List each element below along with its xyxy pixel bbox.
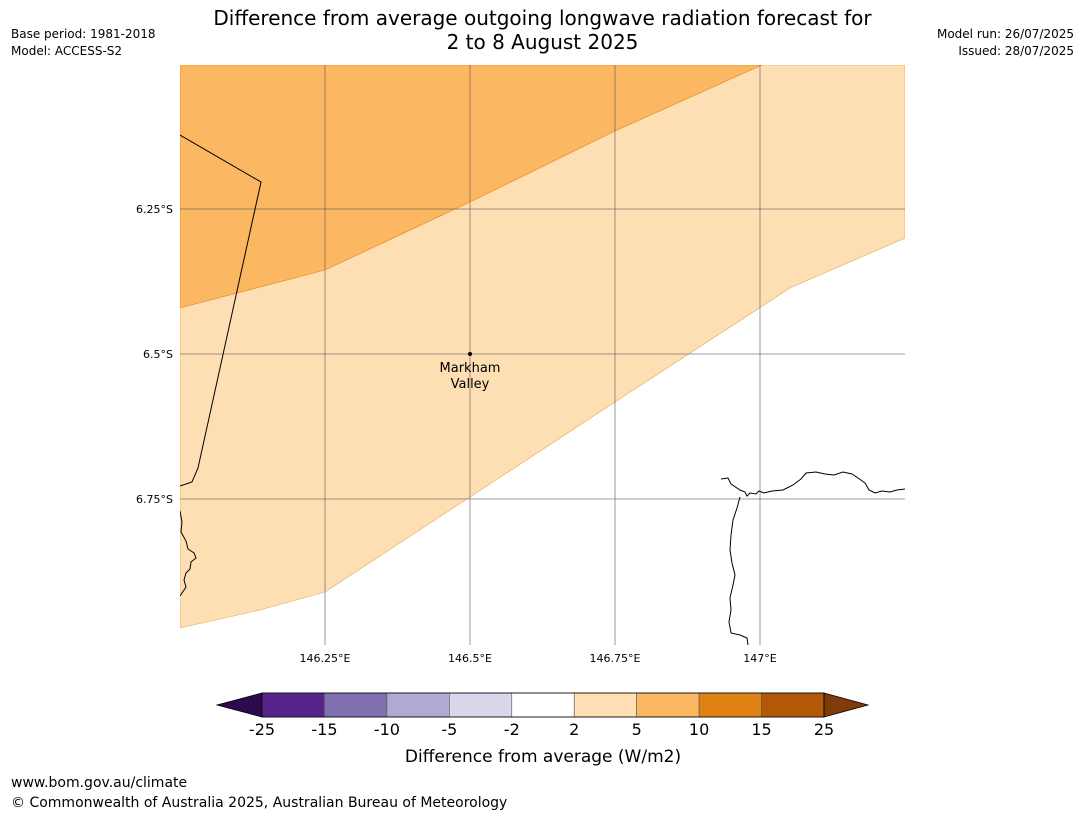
title-line-1: Difference from average outgoing longwav… (213, 6, 872, 30)
colorbar-title: Difference from average (W/m2) (405, 747, 681, 767)
colorbar-segment (698, 692, 762, 718)
colorbar-tick-labels: -25 -15 -10 -5 -2 2 5 10 15 25 (249, 720, 834, 739)
map-title: Difference from average outgoing longwav… (0, 6, 1085, 54)
coastline-river (728, 496, 749, 645)
colorbar-extend-high (823, 692, 870, 718)
lon-label: 147°E (743, 652, 776, 665)
footer-copyright: © Commonwealth of Australia 2025, Austra… (11, 795, 508, 811)
province-boundary (180, 134, 262, 487)
colorbar-segment (761, 692, 825, 718)
lon-label: 146.25°E (300, 652, 351, 665)
colorbar-segment (324, 692, 388, 718)
meta-right: Model run: 26/07/2025 Issued: 28/07/2025 (937, 26, 1074, 60)
colorbar-tick-label: 2 (569, 720, 579, 739)
gridlines (180, 65, 905, 645)
map-area (180, 65, 905, 645)
colorbar-tick-label: -10 (374, 720, 400, 739)
colorbar-tick-label: -2 (504, 720, 520, 739)
colorbar-tick-label: -25 (249, 720, 275, 739)
footer-url: www.bom.gov.au/climate (11, 775, 188, 791)
colorbar-tick-label: -15 (311, 720, 337, 739)
colorbar-segment (261, 692, 325, 718)
colorbar-segment (511, 692, 575, 718)
colorbar (215, 692, 870, 718)
colorbar-segment (636, 692, 700, 718)
latitude-labels: 6.25°S 6.5°S 6.75°S (136, 203, 173, 506)
colorbar-segment (386, 692, 450, 718)
colorbar-frame (261, 692, 825, 718)
colorbar-segment (449, 692, 513, 718)
location-marker (468, 352, 472, 356)
lon-label: 146.5°E (448, 652, 492, 665)
coastline-west (180, 510, 197, 597)
lat-label: 6.5°S (143, 348, 173, 361)
base-period: Base period: 1981-2018 (11, 27, 156, 41)
colorbar-tick-label: 25 (814, 720, 834, 739)
colorbar-tick-label: -5 (441, 720, 457, 739)
model-name: Model: ACCESS-S2 (11, 44, 123, 58)
title-line-2: 2 to 8 August 2025 (446, 30, 639, 54)
colorbar-extend-low (215, 692, 263, 718)
colorbar-tick-label: 5 (632, 720, 642, 739)
issued-date: Issued: 28/07/2025 (958, 44, 1074, 58)
colorbar-segment (573, 692, 637, 718)
place-label-line-1: Markham (440, 361, 501, 376)
colorbar-tick-label: 15 (751, 720, 771, 739)
lat-label: 6.75°S (136, 493, 173, 506)
meta-left: Base period: 1981-2018 Model: ACCESS-S2 (11, 26, 156, 60)
longitude-labels: 146.25°E 146.5°E 146.75°E 147°E (300, 652, 777, 665)
place-label-line-2: Valley (451, 377, 490, 392)
lon-label: 146.75°E (590, 652, 641, 665)
lat-label: 6.25°S (136, 203, 173, 216)
coastline-east (720, 471, 905, 497)
boundaries (180, 134, 905, 645)
model-run: Model run: 26/07/2025 (936, 27, 1074, 41)
colorbar-tick-label: 10 (689, 720, 709, 739)
